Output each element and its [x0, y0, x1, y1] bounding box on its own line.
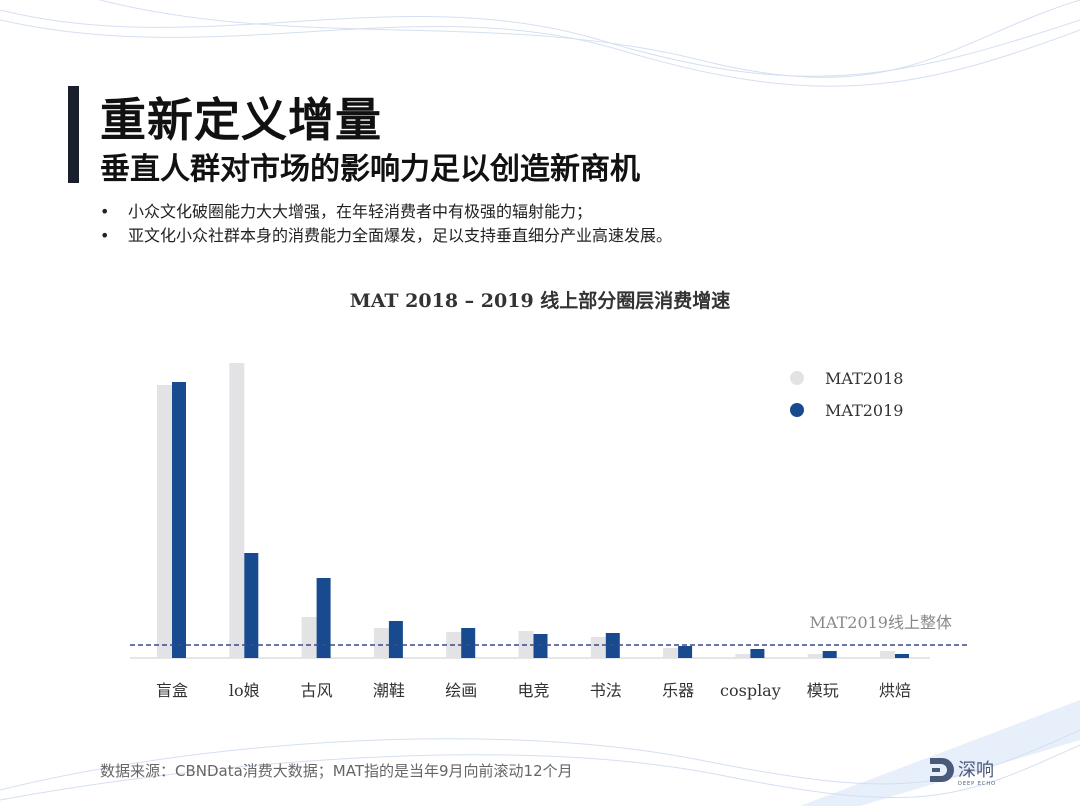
bullet-list: 小众文化破圈能力大大增强，在年轻消费者中有极强的辐射能力； 亚文化小众社群本身的… [100, 200, 672, 248]
bullet-item: 亚文化小众社群本身的消费能力全面爆发，足以支持垂直细分产业高速发展。 [100, 224, 672, 248]
bar-mat2019-7 [678, 646, 693, 658]
bar-mat2019-5 [533, 634, 548, 658]
svg-text:深响: 深响 [958, 760, 994, 781]
legend-marker-mat2019 [790, 403, 804, 417]
category-label: 电竞 [517, 681, 549, 700]
legend-label-mat2019: MAT2019 [825, 401, 903, 420]
category-label: cosplay [720, 681, 781, 700]
legend-marker-mat2018 [790, 371, 804, 385]
bar-mat2019-4 [461, 628, 476, 658]
bar-mat2018-0 [157, 385, 172, 658]
deep-echo-logo: 深响 DEEP ECHO [930, 758, 996, 787]
category-label: lo娘 [229, 681, 260, 700]
bar-mat2018-8 [735, 654, 751, 658]
bar-mat2018-3 [373, 628, 389, 658]
bar-mat2019-2 [316, 578, 331, 658]
category-label: 绘画 [445, 681, 477, 700]
bar-mat2018-6 [590, 637, 606, 658]
bar-mat2019-8 [750, 649, 765, 658]
bar-mat2019-1 [244, 553, 259, 658]
category-label: 潮鞋 [373, 681, 405, 700]
bar-mat2018-1 [229, 363, 245, 658]
svg-text:DEEP ECHO: DEEP ECHO [958, 781, 996, 787]
title-accent-bar [68, 86, 79, 183]
data-source-note: 数据来源：CBNData消费大数据；MAT指的是当年9月向前滚动12个月 [100, 762, 573, 780]
reference-line-label: MAT2019线上整体 [810, 613, 952, 632]
category-label: 乐器 [662, 681, 694, 700]
chart-title: MAT 2018 – 2019 线上部分圈层消费增速 [349, 290, 731, 312]
category-label: 盲盒 [156, 681, 188, 700]
category-label: 书法 [590, 681, 622, 700]
page-subtitle: 垂直人群对市场的影响力足以创造新商机 [100, 152, 640, 187]
category-label: 烘焙 [879, 681, 911, 700]
bar-mat2018-7 [663, 648, 679, 658]
legend-label-mat2018: MAT2018 [825, 369, 903, 388]
bullet-item: 小众文化破圈能力大大增强，在年轻消费者中有极强的辐射能力； [100, 200, 672, 224]
bar-mat2019-0 [172, 382, 186, 658]
category-label: 模玩 [807, 681, 839, 700]
bar-mat2018-10 [880, 651, 895, 658]
bar-mat2018-9 [807, 654, 823, 658]
bar-mat2019-10 [895, 654, 909, 658]
bar-mat2019-3 [388, 621, 403, 658]
page-title: 重新定义增量 [100, 93, 382, 147]
bar-mat2018-2 [301, 617, 317, 658]
bar-mat2019-9 [822, 651, 837, 658]
category-label: 古风 [301, 681, 333, 700]
